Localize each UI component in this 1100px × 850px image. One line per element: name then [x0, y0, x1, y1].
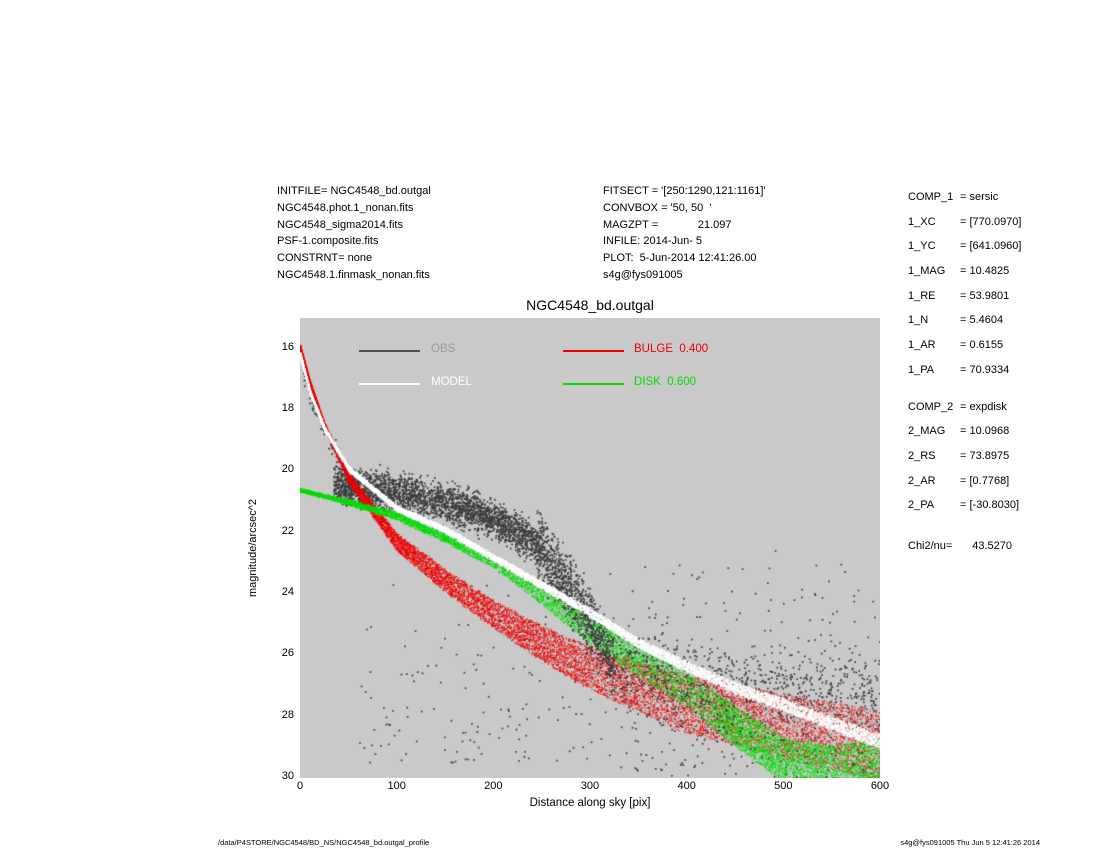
initfile-line: INITFILE= NGC4548_bd.outgal: [277, 185, 431, 197]
fitsect-line: FITSECT = '[250:1290,121:1161]': [603, 185, 766, 197]
param-row: 1_XC = [770.0970]: [908, 215, 1022, 228]
infile-date-line: INFILE: 2014-Jun- 5: [603, 235, 703, 248]
param-row: 2_PA = [-30.8030]: [908, 499, 1020, 512]
y-tick-label: 28: [281, 708, 294, 721]
param-row: 1_MAG = 10.4825: [908, 265, 1010, 278]
timestamp-text: s4g@fys091005 Thu Jun 5 12:41:26 2014: [900, 838, 1040, 847]
component-1-params: COMP_1 = sersic 1_XC = [770.0970] 1_YC = [6…: [908, 191, 1021, 389]
constraint-line: CONSTRNT= none: [277, 252, 373, 265]
convbox-line: CONVBOX = '50, 50 ': [603, 201, 712, 214]
mask-file-line: NGC4548.1.finmask_nonan.fits: [277, 268, 430, 281]
legend-obs-line: [359, 350, 420, 352]
y-tick-label: 26: [281, 647, 294, 660]
legend-bulge-line: [563, 350, 624, 352]
sigma-file-line: NGC4548_sigma2014.fits: [277, 218, 403, 231]
legend-obs-label: OBS: [431, 343, 456, 355]
x-tick-label: 200: [484, 780, 503, 792]
y-tick-label: 16: [281, 340, 294, 353]
x-tick-label: 100: [387, 780, 406, 792]
y-tick-label: 22: [281, 524, 294, 537]
x-tick-label: 300: [580, 780, 600, 792]
legend-disk-label: DISK 0.600: [634, 376, 697, 388]
phot-file-line: NGC4548.phot.1_nonan.fits: [277, 201, 414, 214]
param-row: 1_N = 5.4604: [908, 314, 1004, 327]
y-tick-label: 24: [281, 586, 294, 598]
host-line: s4g@fys091005: [603, 268, 683, 281]
legend-bulge-label: BULGE 0.400: [634, 343, 709, 355]
magzpt-line: MAGZPT = 21.097: [603, 218, 732, 231]
param-row: 1_PA = 70.9334: [908, 363, 1010, 376]
chi2-row: Chi2/nu= 43.5270: [908, 539, 1012, 552]
y-tick-label: 18: [281, 402, 294, 414]
y-tick-label: 20: [281, 463, 294, 476]
x-tick-label: 500: [774, 780, 793, 792]
output-path-text: /data/P4STORE/NGC4548/BD_NS/NGC4548_bd.o…: [218, 838, 430, 847]
fit-settings-block: FITSECT = '[250:1290,121:1161]' CONVBOX …: [603, 183, 765, 284]
param-row: 2_MAG = 10.0968: [908, 425, 1010, 438]
legend-model-label: MODEL: [431, 376, 472, 388]
x-tick-label: 0: [296, 780, 304, 792]
param-row: 1_RE = 53.9801: [908, 289, 1010, 302]
profile-plot-canvas: [300, 318, 880, 778]
param-row: 1_YC = [641.0960]: [908, 240, 1022, 253]
plot-title: NGC4548_bd.outgal: [526, 297, 654, 313]
param-row: COMP_2 = expdisk: [908, 400, 1007, 413]
profile-plot: NGC4548_bd.outgal OBS MODEL BULGE 0.400 …: [247, 297, 889, 809]
plot-date-line: PLOT: 5-Jun-2014 12:41:26.00: [603, 252, 757, 265]
param-row: 2_AR = [0.7768]: [908, 474, 1010, 487]
y-tick-label: 30: [281, 770, 294, 782]
param-row: 2_RS = 73.8975: [908, 449, 1010, 462]
x-axis-label: Distance along sky [pix]: [529, 797, 651, 809]
x-tick-label: 600: [870, 780, 890, 792]
component-2-params: COMP_2 = expdisk 2_MAG = 10.0968 2_RS = 73.…: [908, 401, 1021, 524]
input-files-block: INITFILE= NGC4548_bd.outgal NGC4548.phot…: [277, 183, 431, 284]
psf-file-line: PSF-1.composite.fits: [277, 235, 379, 248]
param-row: COMP_1 = sersic: [908, 191, 999, 203]
legend-model-line: [359, 383, 420, 385]
x-tick-label: 400: [677, 780, 696, 792]
legend-disk-line: [563, 383, 624, 385]
y-axis-label: magnitude/arcsec^2: [247, 498, 259, 598]
fit-parameters-block: COMP_1 = sersic 1_XC = [770.0970] 1_YC = [6…: [908, 191, 1021, 565]
param-row: 1_AR = 0.6155: [908, 339, 1004, 352]
